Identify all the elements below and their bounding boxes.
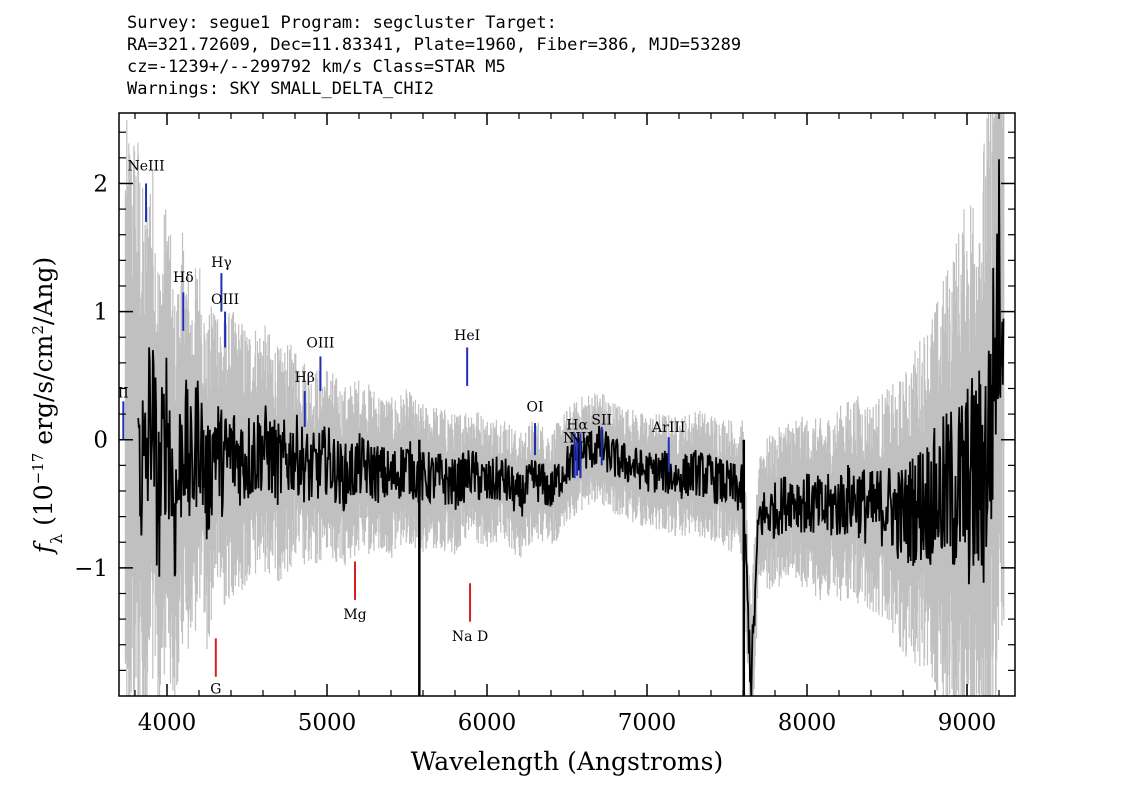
- header-line-3: cz=-1239+/--299792 km/s Class=STAR M5: [127, 57, 506, 77]
- header-line-1: Survey: segue1 Program: segcluster Targe…: [127, 13, 557, 33]
- emission-line-label: NII: [569, 430, 592, 446]
- y-tick-label: 1: [93, 300, 108, 326]
- error-band: [124, 113, 1005, 696]
- emission-line-label: Hα: [566, 417, 588, 433]
- emission-line-label: Hβ: [295, 370, 315, 386]
- header-line-2: RA=321.72609, Dec=11.83341, Plate=1960, …: [127, 35, 742, 55]
- x-axis-label: Wavelength (Angstroms): [411, 747, 723, 776]
- x-tick-label: 7000: [618, 710, 677, 736]
- absorption-line-label: Na D: [452, 629, 488, 645]
- emission-line-label: NeIII: [127, 159, 164, 175]
- emission-line-label: II: [118, 385, 129, 401]
- absorption-line-label: Mg: [343, 607, 366, 623]
- emission-line-label: OIII: [211, 292, 239, 308]
- x-tick-label: 8000: [778, 710, 837, 736]
- x-tick-label: 6000: [458, 710, 517, 736]
- emission-line-label: Hγ: [211, 255, 232, 271]
- emission-line-label: ArIII: [651, 420, 685, 436]
- y-tick-label: −1: [74, 556, 108, 582]
- absorption-line-label: G: [210, 681, 221, 697]
- flux-line: [137, 159, 1005, 697]
- x-tick-label: 9000: [938, 710, 997, 736]
- emission-line-label: OI: [526, 400, 543, 416]
- plot-frame: [118, 112, 1016, 697]
- x-tick-label: 5000: [298, 710, 357, 736]
- y-axis-label: fλ (10−17 erg/s/cm2/Ang): [29, 257, 66, 556]
- x-tick-label: 4000: [138, 710, 197, 736]
- y-tick-label: 0: [93, 428, 108, 454]
- emission-line-label: OIII: [306, 335, 334, 351]
- emission-line-label: Hδ: [173, 270, 194, 286]
- axes: 4000 5000 6000 7000 8000 9000 −1 0 1 2: [74, 113, 1015, 736]
- emission-line-label: SII: [591, 412, 612, 428]
- error-band-path: [124, 113, 1005, 696]
- emission-line-label: HeI: [454, 328, 480, 344]
- spectrum-header: Survey: segue1 Program: segcluster Targe…: [127, 12, 1027, 100]
- y-tick-label: 2: [93, 171, 108, 197]
- flux-series: [137, 159, 1005, 697]
- header-line-4: Warnings: SKY SMALL_DELTA_CHI2: [127, 79, 435, 99]
